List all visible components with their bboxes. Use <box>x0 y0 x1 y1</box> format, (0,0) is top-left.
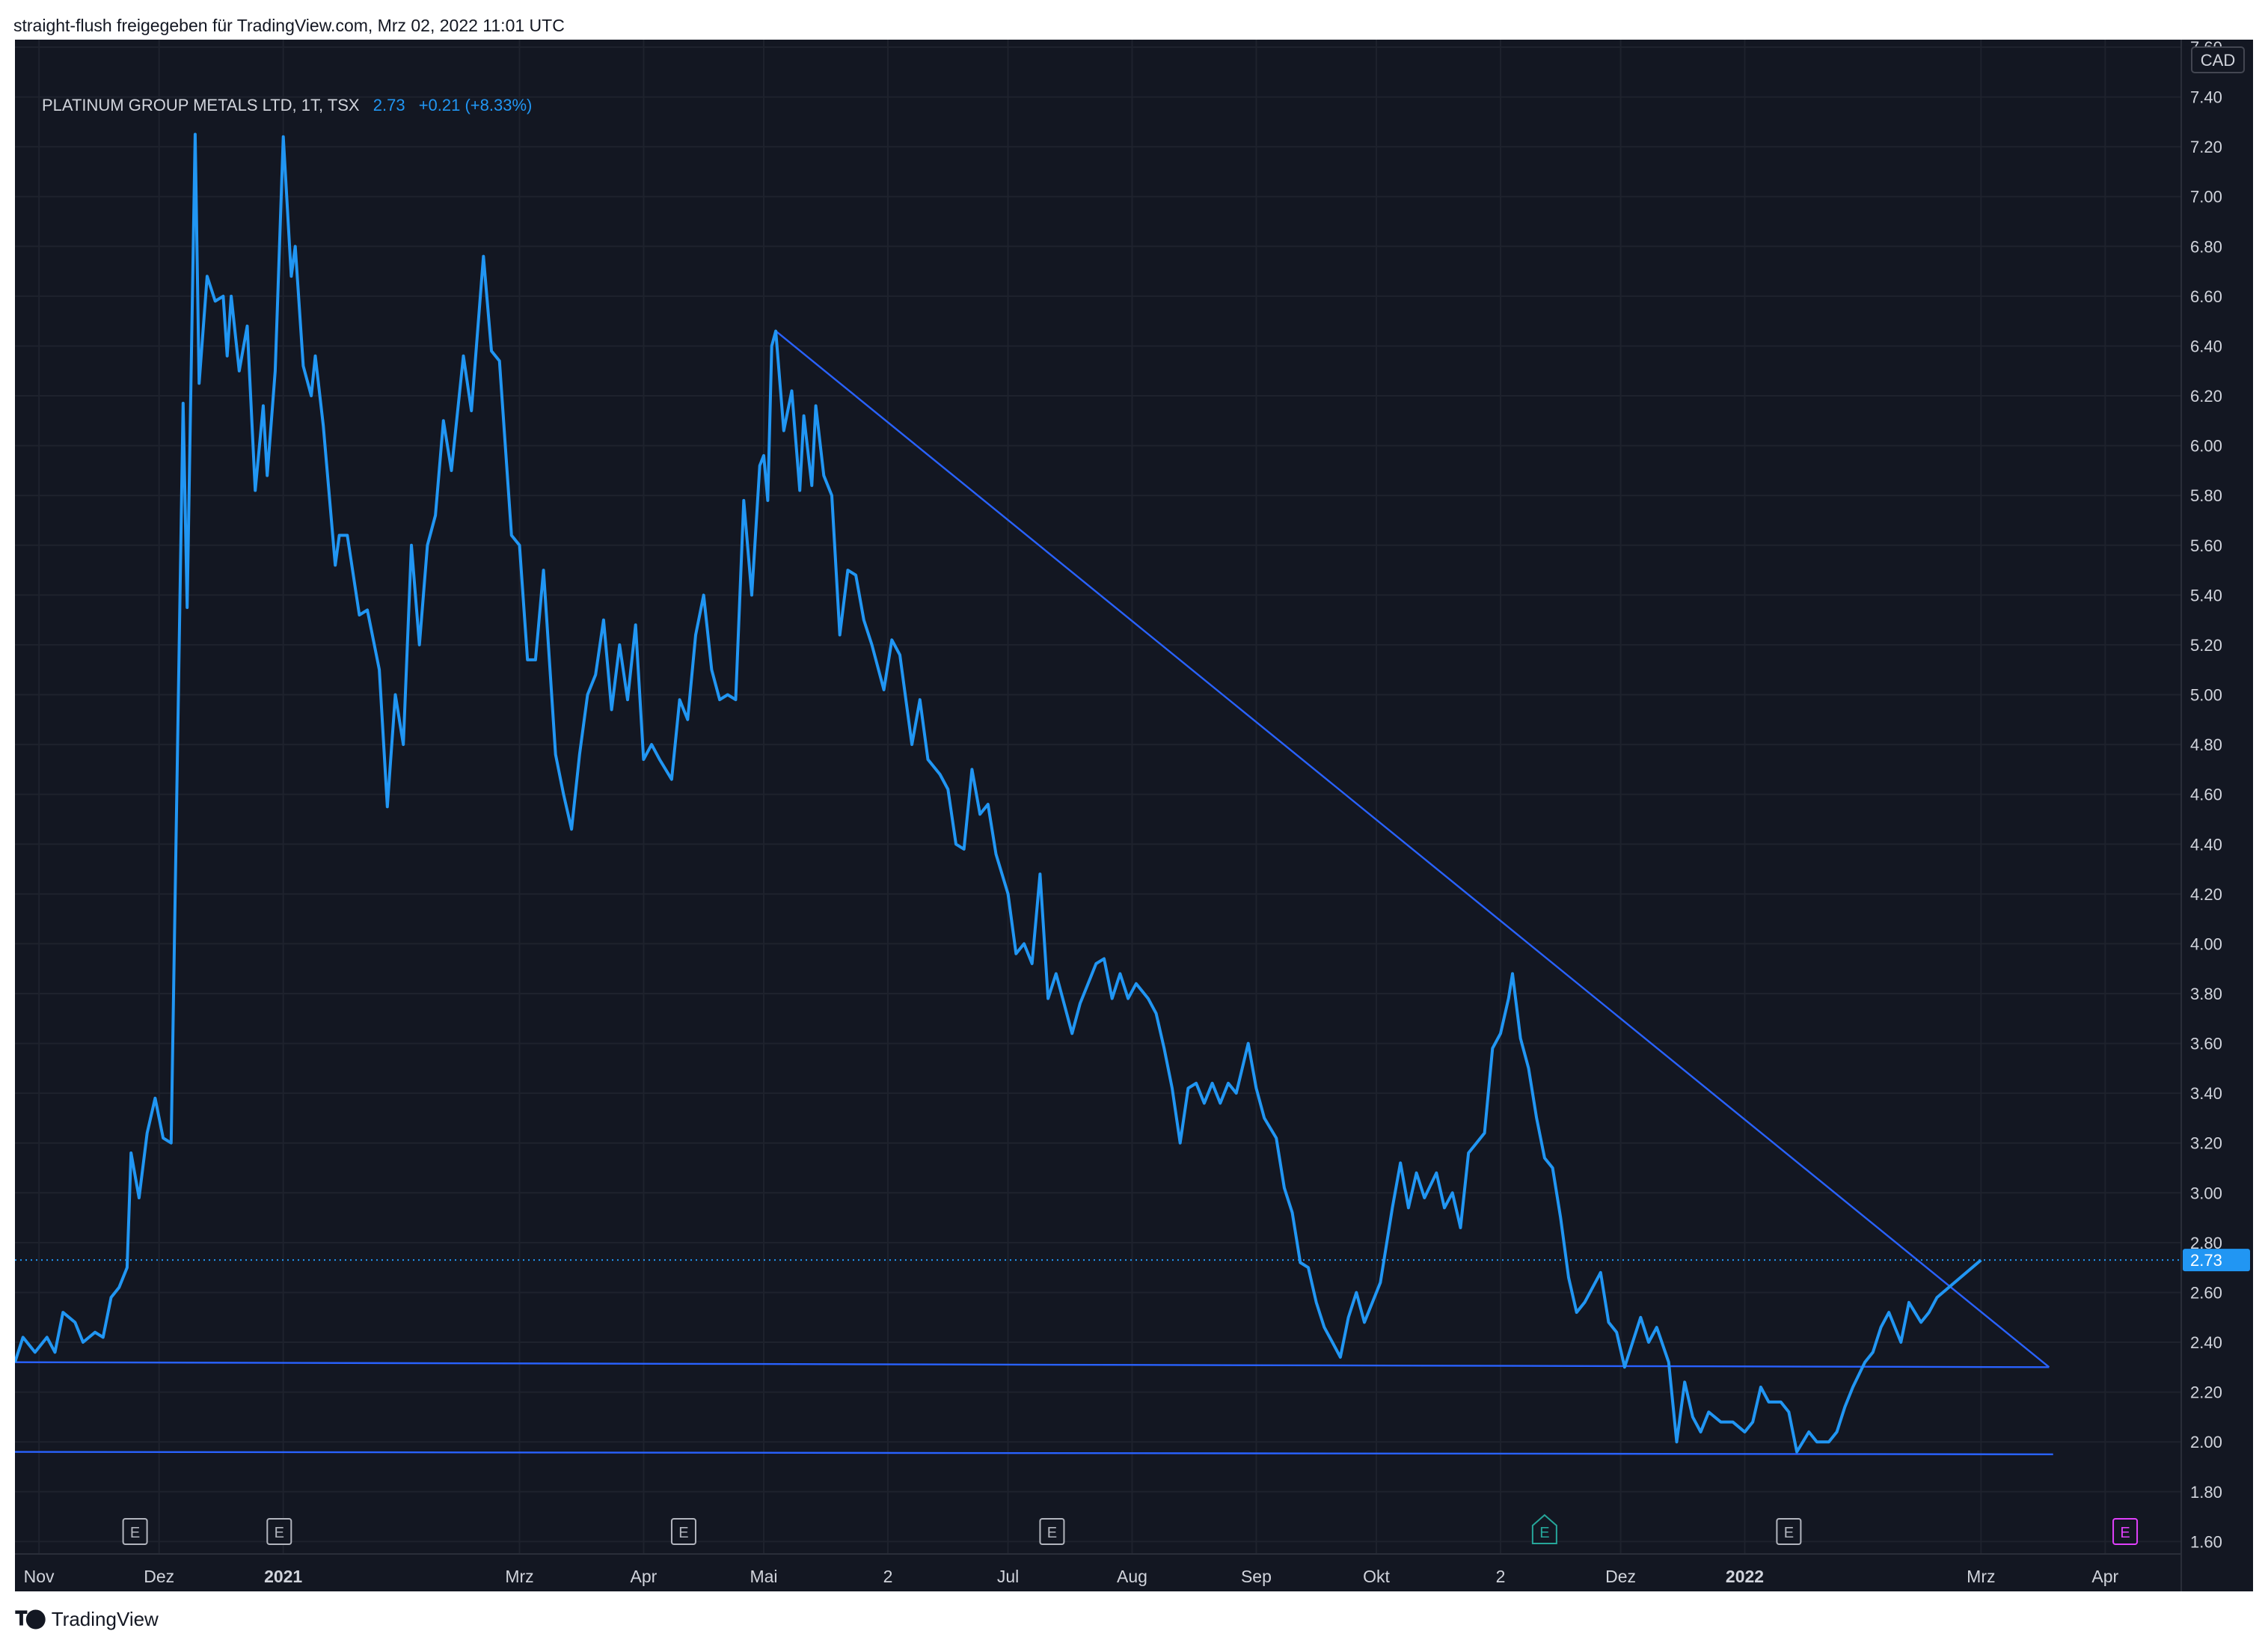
trend-line[interactable] <box>775 330 2050 1368</box>
y-tick-label: 3.80 <box>2190 985 2222 1003</box>
y-tick-label: 7.20 <box>2190 138 2222 156</box>
earnings-marker[interactable] <box>1531 1514 1557 1544</box>
earnings-marker-label: E <box>1784 1525 1794 1541</box>
y-tick-label: 5.80 <box>2190 486 2222 505</box>
x-tick-label: Aug <box>1117 1567 1147 1586</box>
y-tick-label: 3.40 <box>2190 1084 2222 1103</box>
y-tick-label: 7.00 <box>2190 188 2222 206</box>
x-tick-label: Sep <box>1241 1567 1272 1586</box>
last-price-tag <box>2183 1249 2250 1272</box>
earnings-marker[interactable] <box>670 1518 696 1545</box>
y-tick-label: 4.00 <box>2190 934 2222 953</box>
brand-name: TradingView <box>51 1607 159 1630</box>
y-tick-label: 6.00 <box>2190 437 2222 456</box>
chart-area[interactable]: 1.60 1.80 2.00 2.20 2.40 2.60 2.80 3.00 3.20 3.40… <box>15 40 2253 1591</box>
y-tick-label: 7.40 <box>2190 88 2222 107</box>
x-tick-label: 2 <box>883 1567 893 1586</box>
tradingview-footer: 𝐓⬤ TradingView <box>15 1606 159 1633</box>
y-tick-label: 3.00 <box>2190 1184 2222 1202</box>
last-price-value: 2.73 <box>373 96 405 114</box>
y-tick-label: 1.60 <box>2190 1532 2222 1551</box>
chart-background <box>15 40 2253 1591</box>
x-tick-label: Apr <box>631 1567 658 1586</box>
earnings-marker[interactable] <box>1776 1518 1802 1545</box>
y-tick-label: 5.60 <box>2190 536 2222 555</box>
last-price-tag-label: 2.73 <box>2190 1251 2222 1270</box>
earnings-marker[interactable] <box>2112 1518 2139 1545</box>
earnings-marker-label: E <box>678 1525 688 1541</box>
y-tick-label: 1.80 <box>2190 1483 2222 1502</box>
y-tick-label: 2.40 <box>2190 1333 2222 1352</box>
earnings-marker-label: E <box>275 1525 284 1541</box>
y-tick-label: 5.00 <box>2190 686 2222 705</box>
x-tick-label: Mrz <box>505 1567 533 1586</box>
x-tick-label: Mrz <box>1967 1567 1995 1586</box>
price-chart[interactable]: 1.601.802.002.202.402.602.803.003.203.40… <box>15 40 2253 1591</box>
y-tick-label: 2.60 <box>2190 1283 2222 1302</box>
earnings-marker[interactable] <box>122 1518 148 1545</box>
x-tick-label: 2 <box>1496 1567 1506 1586</box>
symbol-legend: PLATINUM GROUP METALS LTD, 1T, TSX 2.73 … <box>42 92 532 119</box>
y-tick-label: 4.40 <box>2190 835 2222 854</box>
price-series-line[interactable] <box>15 132 1982 1454</box>
y-tick-label: 2.00 <box>2190 1433 2222 1451</box>
y-tick-label: 4.60 <box>2190 786 2222 804</box>
y-tick-label: 6.40 <box>2190 337 2222 355</box>
y-tick-label: 5.20 <box>2190 636 2222 655</box>
y-tick-label: 2.20 <box>2190 1383 2222 1402</box>
earnings-marker[interactable] <box>266 1518 292 1545</box>
trend-line[interactable] <box>15 1451 2053 1456</box>
price-change-value: +0.21 (+8.33%) <box>418 96 533 114</box>
y-tick-label: 3.60 <box>2190 1035 2222 1053</box>
y-tick-label: 6.80 <box>2190 237 2222 256</box>
x-tick-label: Mai <box>750 1567 777 1586</box>
earnings-marker-label: E <box>1539 1525 1549 1541</box>
x-tick-label: Jul <box>997 1567 1019 1586</box>
symbol-name: PLATINUM GROUP METALS LTD, 1T, TSX <box>42 96 360 114</box>
earnings-marker-label: E <box>2120 1525 2130 1541</box>
x-tick-label: Dez <box>144 1567 174 1586</box>
x-tick-label: 2022 <box>1726 1567 1764 1586</box>
currency-badge-label: CAD <box>2201 51 2235 70</box>
x-tick-label: Nov <box>24 1567 55 1586</box>
share-header: straight-flush freigegeben für TradingVi… <box>13 16 565 35</box>
x-tick-label: 2021 <box>264 1567 302 1586</box>
currency-badge[interactable] <box>2191 46 2245 73</box>
y-tick-label: 4.80 <box>2190 735 2222 754</box>
y-tick-label: 5.40 <box>2190 586 2222 605</box>
y-tick-label: 3.20 <box>2190 1134 2222 1153</box>
y-tick-label: 6.60 <box>2190 287 2222 306</box>
y-tick-label: 4.20 <box>2190 885 2222 904</box>
earnings-marker-label: E <box>130 1525 140 1541</box>
x-tick-label: Apr <box>2091 1567 2118 1586</box>
earnings-marker-label: E <box>1047 1525 1057 1541</box>
x-tick-label: Dez <box>1605 1567 1636 1586</box>
earnings-marker[interactable] <box>1039 1518 1065 1545</box>
y-tick-label: 6.20 <box>2190 387 2222 406</box>
trend-line[interactable] <box>15 1361 2050 1368</box>
tradingview-logo-icon: 𝐓⬤ <box>15 1607 46 1630</box>
x-tick-label: Okt <box>1363 1567 1390 1586</box>
